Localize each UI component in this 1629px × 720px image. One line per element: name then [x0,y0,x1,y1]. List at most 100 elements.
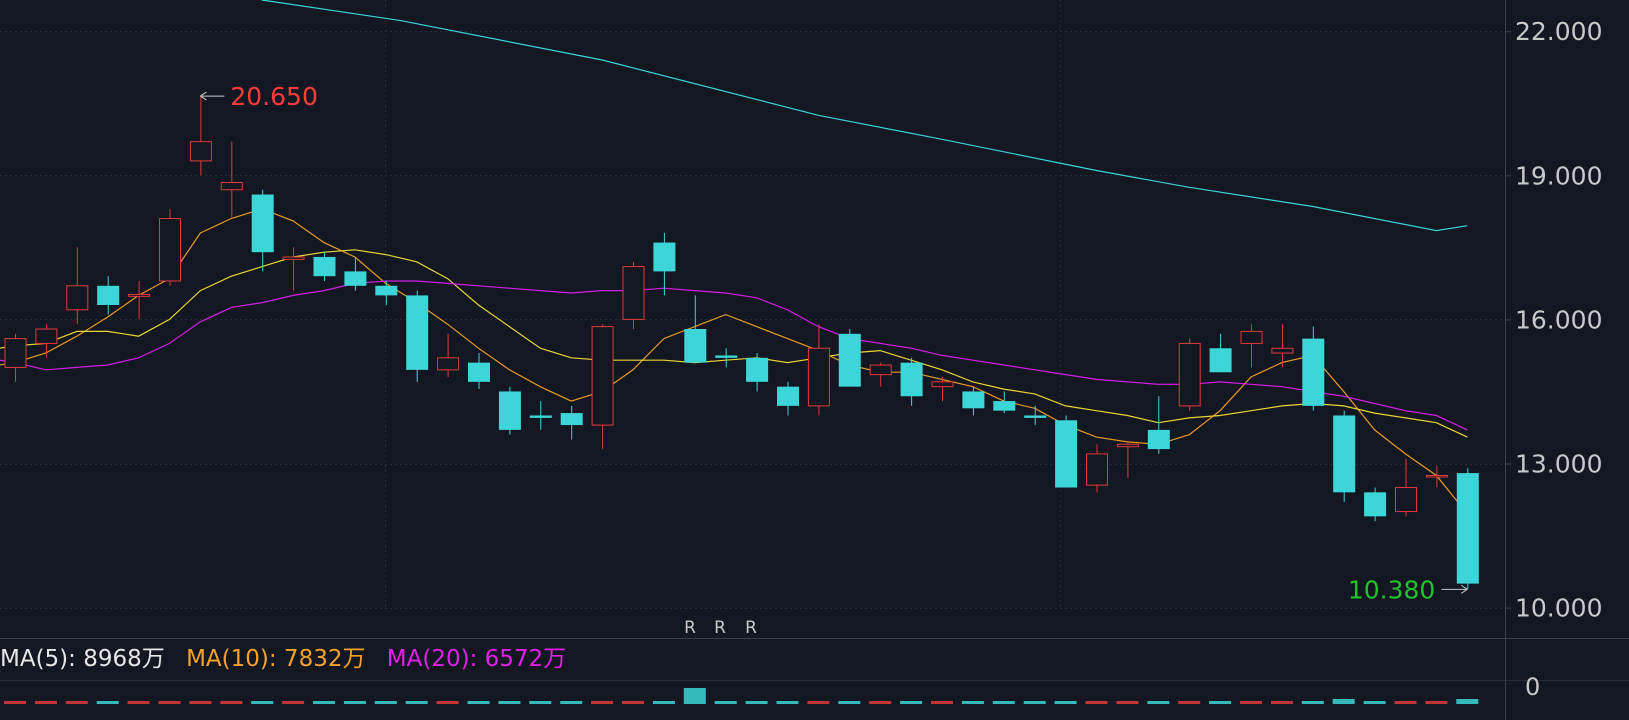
candle-body-up [1178,342,1201,407]
volume-bar [34,701,57,704]
volume-bar [622,701,644,704]
volume-bar [4,701,26,704]
event-marker[interactable]: R [745,618,757,638]
candle-body-up [1271,347,1294,354]
volume-zero-tick: 0 [1525,673,1540,701]
candle-body-down [97,285,120,305]
candle-body-up [1240,330,1263,344]
volume-bar [1116,701,1139,704]
y-tick-label: 13.000 [1515,450,1602,479]
volume-bar [96,701,119,704]
volume-ma5-label: MA(5): 8968万 [0,646,165,672]
volume-bar [869,701,892,704]
volume-bar [1240,701,1262,704]
candle-body-up [622,266,645,320]
candle-body-up [807,347,830,407]
candle-body-up [128,293,151,297]
volume-bar [1394,701,1417,704]
candle-body-up [869,364,892,376]
volume-bar [591,701,614,704]
volume-bar [467,701,490,704]
candle-body-down [900,362,923,397]
candle-body-down [375,285,398,296]
volume-panel: 0 [0,638,1629,720]
low-price-label: 10.380 [1348,575,1435,604]
extreme-labels: 20.650 10.380 [200,82,1468,604]
volume-bar [1301,701,1324,704]
volume-bar [498,701,521,704]
candle-body-down [313,256,336,277]
event-marker[interactable]: R [684,618,696,638]
moving-average-line [0,280,1468,431]
candle-body-down [993,401,1016,411]
event-marker[interactable]: R [714,618,726,638]
event-markers: R R R [684,618,757,638]
volume-bar [838,701,861,704]
volume-bar [374,701,397,704]
volume-bar [745,701,768,704]
volume-bar [65,701,88,704]
candle-body-up [282,256,305,260]
volume-bar [220,701,243,704]
volume-bar [776,701,799,704]
candle-body-down [529,415,552,418]
volume-ma20-label: MA(20): 6572万 [386,646,567,672]
candle-body-up [1395,487,1417,513]
volume-bar [158,701,181,704]
candle-body-up [931,381,954,388]
candle-body-up [437,357,460,371]
volume-bar [1147,701,1170,704]
volume-bar [282,701,305,704]
volume-bar [1023,701,1046,704]
volume-bar [807,701,830,704]
volume-bar [1456,699,1479,704]
volume-bar [683,688,706,704]
y-axis: 22.000 19.000 16.000 13.000 10.000 [1505,17,1602,623]
candle-body-down [406,295,429,370]
candle-body-down [777,386,799,406]
moving-average-lines [0,0,1468,515]
low-arrow-icon [1441,584,1468,594]
candle-body-down [746,357,769,382]
volume-bar [1054,701,1077,704]
candle-body-down [1147,429,1170,450]
candle-body-down [1024,415,1047,418]
volume-bar [127,701,150,704]
candle-body-down [1302,338,1325,406]
candle-body-up [4,338,27,368]
y-tick-label: 22.000 [1515,17,1602,46]
volume-bar [714,701,737,704]
volume-bar [405,701,428,704]
volume-bar [900,701,923,704]
candle-body-up [189,141,212,162]
high-arrow-icon [200,91,225,101]
volume-bar [1209,701,1232,704]
candle-body-down [1209,348,1232,373]
volume-bar [1178,701,1201,704]
y-tick-label: 16.000 [1515,305,1602,334]
volume-bar [1270,701,1293,704]
candle-body-up [1425,475,1448,478]
candle-body-up [66,285,89,311]
high-price-label: 20.650 [230,82,317,111]
candle-body-up [1116,443,1139,448]
candle-body-down [838,333,861,387]
candle-body-down [498,391,521,430]
candle-body-down [715,355,738,358]
candle-body-up [35,328,58,344]
candle-body-down [962,391,985,409]
volume-ma10-label: MA(10): 7832万 [186,646,366,672]
candle-body-down [684,329,707,363]
candle-body-up [591,326,614,426]
volume-bar [961,701,984,704]
volume-bar [560,701,583,704]
candle-body-down [344,271,367,286]
moving-average-line [261,0,1468,232]
volume-bar [529,701,552,704]
volume-bar [343,701,366,704]
candle-body-down [251,194,274,253]
candle-body-down [1456,473,1479,584]
candle-body-down [560,413,583,426]
volume-bar [313,701,335,704]
